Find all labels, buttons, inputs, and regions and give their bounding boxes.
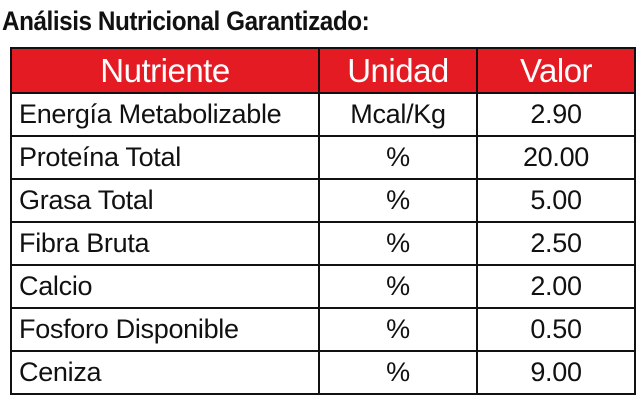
nutrient-unit: % xyxy=(318,221,478,266)
nutrient-name: Grasa Total xyxy=(10,178,320,223)
nutrient-value: 9.00 xyxy=(476,350,636,395)
nutrient-unit: Mcal/Kg xyxy=(318,92,478,137)
nutrition-table: Nutriente Unidad Valor Energía Metaboliz… xyxy=(10,47,636,395)
table-row: Fibra Bruta % 2.50 xyxy=(10,221,636,266)
nutrient-value: 2.50 xyxy=(476,221,636,266)
nutrient-name: Proteína Total xyxy=(10,135,320,180)
nutrient-name: Calcio xyxy=(10,264,320,309)
column-header-valor: Valor xyxy=(476,47,636,94)
nutrient-name: Fosforo Disponible xyxy=(10,307,320,352)
column-header-unidad: Unidad xyxy=(318,47,478,94)
table-row: Fosforo Disponible % 0.50 xyxy=(10,307,636,352)
column-header-nutriente: Nutriente xyxy=(10,47,320,94)
nutrient-name: Energía Metabolizable xyxy=(10,92,320,137)
nutrient-name: Fibra Bruta xyxy=(10,221,320,266)
nutrient-unit: % xyxy=(318,264,478,309)
nutrient-unit: % xyxy=(318,178,478,223)
table-row: Calcio % 2.00 xyxy=(10,264,636,309)
nutrient-unit: % xyxy=(318,307,478,352)
table-body: Energía Metabolizable Mcal/Kg 2.90 Prote… xyxy=(10,92,636,395)
table-row: Energía Metabolizable Mcal/Kg 2.90 xyxy=(10,92,636,137)
table-header: Nutriente Unidad Valor xyxy=(10,47,636,94)
nutrient-value: 20.00 xyxy=(476,135,636,180)
table-row: Grasa Total % 5.00 xyxy=(10,178,636,223)
nutrient-value: 2.90 xyxy=(476,92,636,137)
header-row: Nutriente Unidad Valor xyxy=(10,47,636,94)
table-row: Proteína Total % 20.00 xyxy=(10,135,636,180)
nutrient-unit: % xyxy=(318,135,478,180)
nutrient-value: 0.50 xyxy=(476,307,636,352)
nutrient-value: 5.00 xyxy=(476,178,636,223)
nutrient-value: 2.00 xyxy=(476,264,636,309)
table-row: Ceniza % 9.00 xyxy=(10,350,636,395)
nutrient-name: Ceniza xyxy=(10,350,320,395)
nutrient-unit: % xyxy=(318,350,478,395)
page-title: Análisis Nutricional Garantizado: xyxy=(2,6,370,36)
